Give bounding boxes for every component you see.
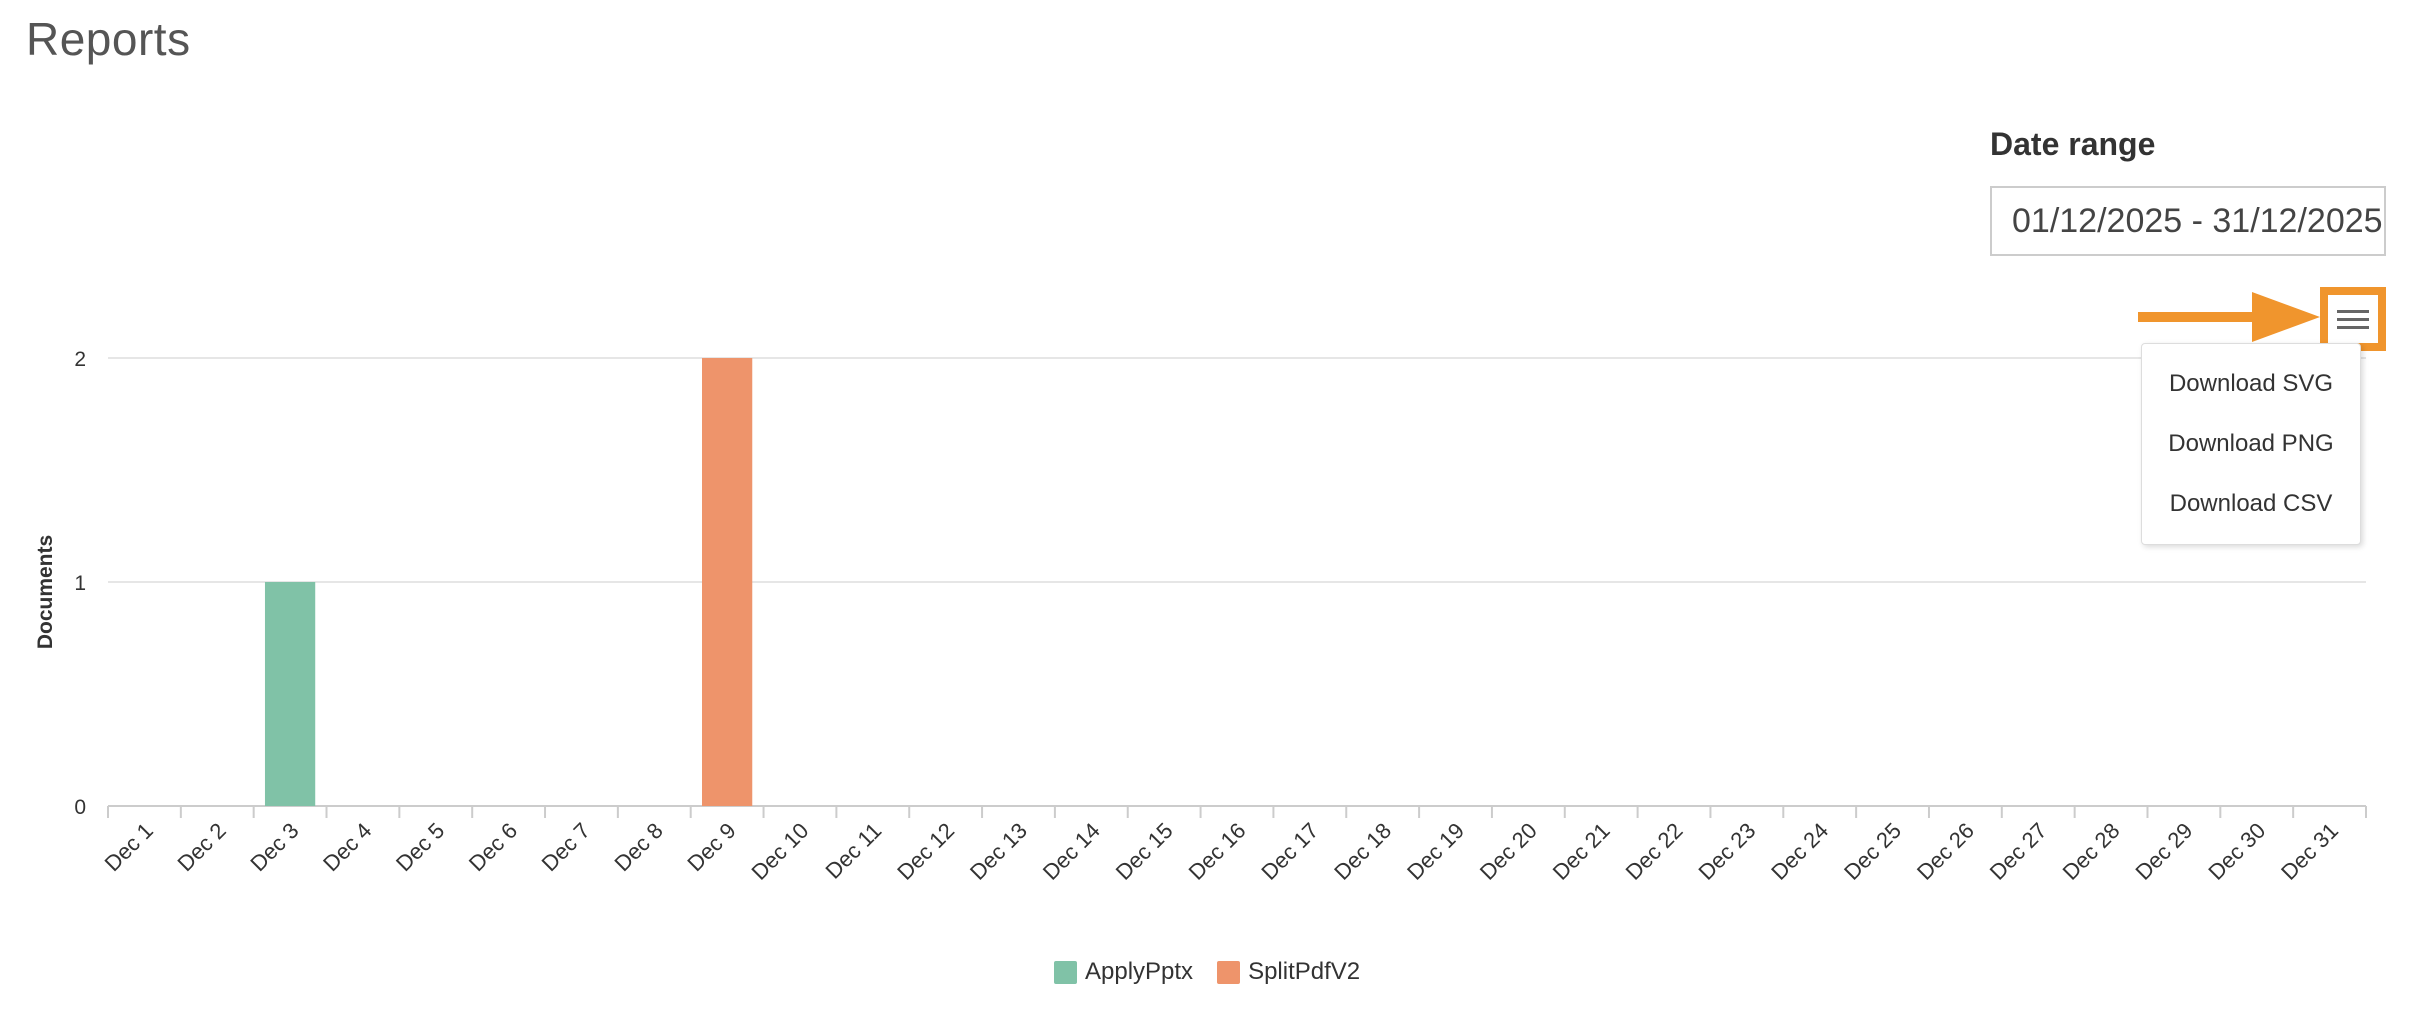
y-tick-label: 2 xyxy=(74,348,86,371)
x-tick-label: Dec 25 xyxy=(1839,818,1906,885)
y-axis-label: Documents xyxy=(34,535,57,649)
legend-swatch xyxy=(1217,960,1241,984)
chart-legend: ApplyPptx SplitPdfV2 xyxy=(1054,958,1384,986)
arrow-annotation-icon xyxy=(2138,292,2320,342)
page-title: Reports xyxy=(26,13,191,65)
x-tick-label: Dec 18 xyxy=(1329,818,1396,885)
x-tick-label: Dec 31 xyxy=(2276,818,2343,885)
x-tick-label: Dec 22 xyxy=(1621,818,1688,885)
x-tick-label: Dec 26 xyxy=(1912,818,1979,885)
legend-label: ApplyPptx xyxy=(1085,958,1194,985)
bar xyxy=(701,358,753,806)
date-range-input[interactable]: 01/12/2025 - 31/12/2025 xyxy=(1990,186,2386,256)
x-tick-label: Dec 24 xyxy=(1766,818,1833,885)
x-tick-label: Dec 21 xyxy=(1548,818,1615,885)
x-tick-label: Dec 27 xyxy=(1985,818,2052,885)
legend-item-splitpdfv2[interactable]: SplitPdfV2 xyxy=(1217,958,1360,986)
hamburger-menu-icon xyxy=(2337,310,2369,329)
x-tick-label: Dec 10 xyxy=(747,818,814,885)
x-tick-label: Dec 12 xyxy=(892,818,959,885)
download-csv-item[interactable]: Download CSV xyxy=(2169,490,2333,517)
x-tick-label: Dec 29 xyxy=(2130,818,2197,885)
x-tick-label: Dec 1 xyxy=(100,818,158,876)
x-tick-label: Dec 5 xyxy=(391,818,449,876)
x-tick-label: Dec 2 xyxy=(172,818,230,876)
x-tick-label: Dec 4 xyxy=(318,818,376,876)
export-menu-button[interactable] xyxy=(2320,287,2386,351)
download-png-item[interactable]: Download PNG xyxy=(2168,430,2334,457)
x-tick-label: Dec 8 xyxy=(610,818,668,876)
x-tick-label: Dec 14 xyxy=(1038,818,1105,885)
x-tick-label: Dec 3 xyxy=(245,818,303,876)
x-tick-label: Dec 6 xyxy=(464,818,522,876)
date-range-label: Date range xyxy=(1990,126,2156,162)
y-tick-label: 1 xyxy=(74,572,86,595)
x-tick-label: Dec 13 xyxy=(965,818,1032,885)
x-tick-label: Dec 15 xyxy=(1111,818,1178,885)
legend-swatch xyxy=(1054,960,1077,984)
x-tick-label: Dec 9 xyxy=(682,818,740,876)
x-tick-label: Dec 7 xyxy=(537,818,595,876)
x-tick-label: Dec 19 xyxy=(1402,818,1469,885)
bar xyxy=(264,582,316,806)
x-tick-label: Dec 30 xyxy=(2203,818,2270,885)
x-tick-label: Dec 16 xyxy=(1184,818,1251,885)
x-tick-label: Dec 20 xyxy=(1475,818,1542,885)
x-tick-label: Dec 28 xyxy=(2058,818,2125,885)
legend-item-applypptx[interactable]: ApplyPptx xyxy=(1054,958,1193,986)
x-tick-label: Dec 23 xyxy=(1693,818,1760,885)
download-svg-item[interactable]: Download SVG xyxy=(2168,370,2334,397)
export-menu: Download SVG Download PNG Download CSV xyxy=(2141,343,2361,545)
legend-label: SplitPdfV2 xyxy=(1248,958,1361,985)
y-tick-label: 0 xyxy=(74,796,86,819)
x-tick-label: Dec 17 xyxy=(1256,818,1323,885)
x-tick-label: Dec 11 xyxy=(821,818,887,884)
